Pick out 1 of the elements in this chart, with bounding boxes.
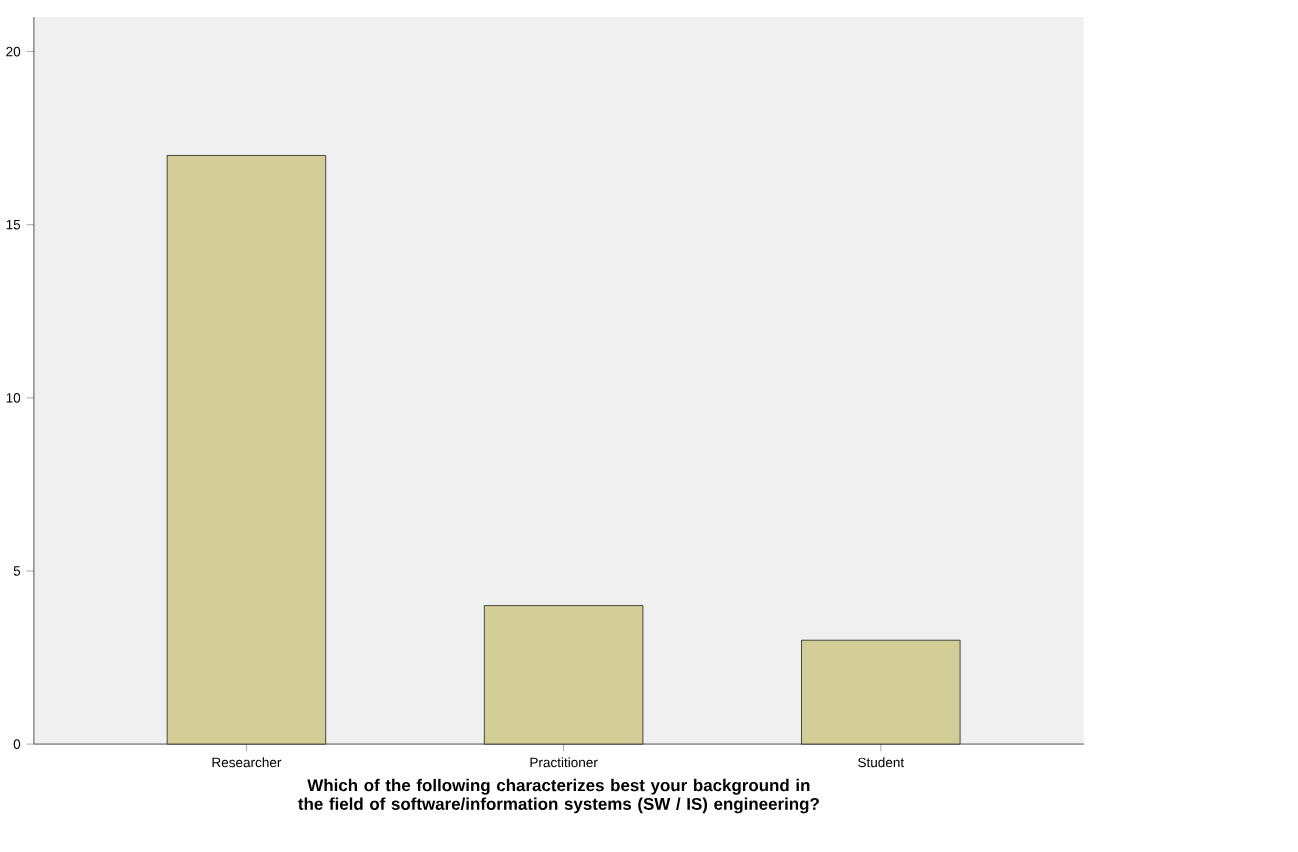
x-axis-title: Which of the following characterizes best your background in the field of software/information systems (SW / IS) engineering?	[298, 778, 819, 813]
